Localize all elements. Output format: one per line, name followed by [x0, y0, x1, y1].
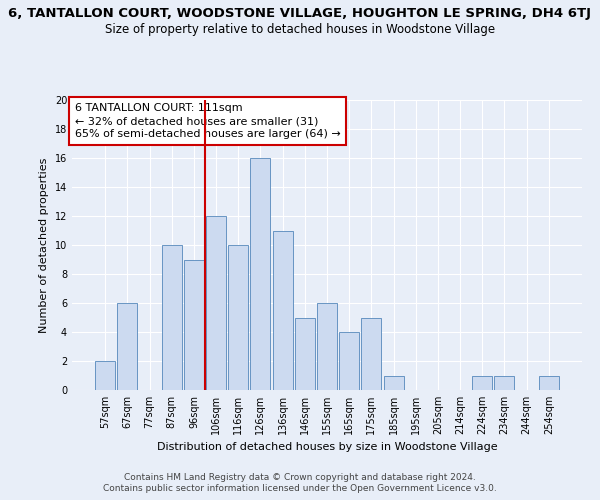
- Text: Contains public sector information licensed under the Open Government Licence v3: Contains public sector information licen…: [103, 484, 497, 493]
- Bar: [206, 216, 226, 390]
- Bar: [317, 303, 337, 390]
- Text: Distribution of detached houses by size in Woodstone Village: Distribution of detached houses by size …: [157, 442, 497, 452]
- Text: Contains HM Land Registry data © Crown copyright and database right 2024.: Contains HM Land Registry data © Crown c…: [124, 472, 476, 482]
- Bar: [295, 318, 315, 390]
- Text: Size of property relative to detached houses in Woodstone Village: Size of property relative to detached ho…: [105, 22, 495, 36]
- Bar: [250, 158, 271, 390]
- Bar: [95, 361, 115, 390]
- Text: 6 TANTALLON COURT: 111sqm
← 32% of detached houses are smaller (31)
65% of semi-: 6 TANTALLON COURT: 111sqm ← 32% of detac…: [74, 103, 340, 140]
- Bar: [472, 376, 492, 390]
- Bar: [118, 303, 137, 390]
- Bar: [339, 332, 359, 390]
- Bar: [361, 318, 382, 390]
- Text: 6, TANTALLON COURT, WOODSTONE VILLAGE, HOUGHTON LE SPRING, DH4 6TJ: 6, TANTALLON COURT, WOODSTONE VILLAGE, H…: [8, 8, 592, 20]
- Y-axis label: Number of detached properties: Number of detached properties: [39, 158, 49, 332]
- Bar: [272, 230, 293, 390]
- Bar: [494, 376, 514, 390]
- Bar: [539, 376, 559, 390]
- Bar: [184, 260, 204, 390]
- Bar: [383, 376, 404, 390]
- Bar: [162, 245, 182, 390]
- Bar: [228, 245, 248, 390]
